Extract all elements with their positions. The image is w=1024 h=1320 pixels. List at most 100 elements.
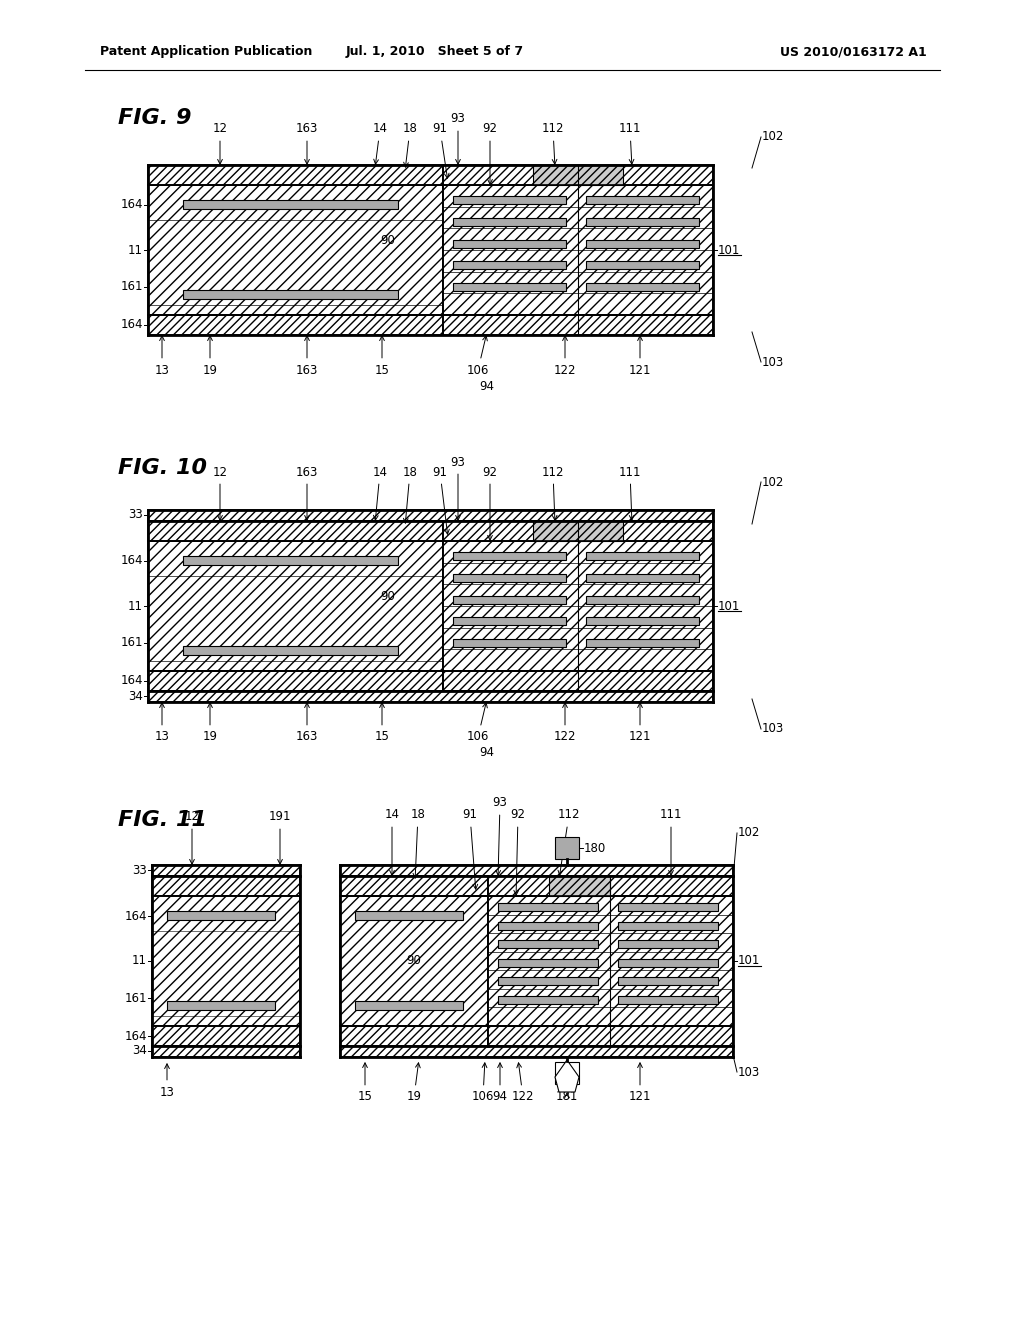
Text: 164: 164	[121, 675, 143, 688]
Text: 121: 121	[629, 335, 651, 376]
Text: 122: 122	[512, 1063, 535, 1104]
Text: 12: 12	[213, 466, 227, 520]
Text: 106: 106	[467, 702, 489, 743]
Bar	[340, 1026, 488, 1045]
Text: 93: 93	[493, 796, 508, 875]
Text: 15: 15	[375, 335, 389, 376]
Text: 101: 101	[738, 954, 761, 968]
Text: 14: 14	[373, 466, 387, 520]
Bar	[618, 940, 718, 948]
Bar	[555, 837, 579, 859]
Bar	[148, 185, 443, 315]
Bar	[586, 639, 699, 647]
Bar	[453, 261, 566, 269]
Bar	[498, 997, 598, 1005]
Text: 11: 11	[128, 243, 143, 256]
Text: 180: 180	[584, 842, 606, 854]
Text: 90: 90	[407, 954, 422, 968]
Bar	[618, 977, 718, 986]
Text: 13: 13	[155, 335, 169, 376]
Text: 15: 15	[357, 1063, 373, 1104]
Bar	[183, 290, 398, 300]
Bar	[488, 876, 733, 896]
Bar	[618, 921, 718, 929]
Bar	[340, 896, 488, 1026]
Bar	[148, 165, 443, 185]
Bar	[167, 1001, 275, 1010]
Bar	[152, 1026, 300, 1045]
Bar	[534, 165, 623, 185]
Bar	[148, 671, 443, 690]
Text: 164: 164	[125, 909, 147, 923]
Bar	[443, 315, 713, 335]
Text: 111: 111	[659, 808, 682, 875]
Text: Jul. 1, 2010   Sheet 5 of 7: Jul. 1, 2010 Sheet 5 of 7	[346, 45, 524, 58]
Bar	[152, 896, 300, 1026]
Text: 92: 92	[482, 466, 498, 540]
Text: 34: 34	[132, 1044, 147, 1057]
Bar	[183, 645, 398, 655]
Text: 90: 90	[381, 234, 395, 247]
Text: 12: 12	[213, 123, 227, 164]
Bar	[453, 197, 566, 205]
Text: 91: 91	[432, 123, 450, 178]
Bar	[453, 618, 566, 626]
Text: FIG. 9: FIG. 9	[118, 108, 191, 128]
Bar	[555, 1063, 579, 1084]
Bar	[618, 958, 718, 966]
Bar	[152, 876, 300, 896]
Bar	[498, 958, 598, 966]
Bar	[488, 1026, 733, 1045]
Text: 94: 94	[493, 1063, 508, 1104]
Text: 111: 111	[618, 123, 641, 164]
Text: 163: 163	[296, 466, 318, 520]
Bar	[586, 595, 699, 603]
Text: 11: 11	[132, 954, 147, 968]
Text: 93: 93	[451, 455, 466, 520]
Bar	[183, 201, 398, 209]
Text: Patent Application Publication: Patent Application Publication	[100, 45, 312, 58]
Text: 103: 103	[762, 722, 784, 735]
Bar	[498, 921, 598, 929]
Text: 33: 33	[128, 508, 143, 521]
Text: 112: 112	[542, 466, 564, 520]
Bar	[148, 541, 443, 671]
Bar	[340, 865, 733, 876]
Text: 18: 18	[402, 466, 418, 523]
Bar	[498, 977, 598, 986]
Text: 164: 164	[121, 318, 143, 331]
Text: 106: 106	[467, 335, 489, 376]
Text: 163: 163	[296, 335, 318, 376]
Text: 181: 181	[556, 1090, 579, 1104]
Text: 103: 103	[762, 355, 784, 368]
Text: 19: 19	[203, 335, 217, 376]
Bar	[586, 261, 699, 269]
Text: 11: 11	[128, 599, 143, 612]
Bar	[340, 876, 488, 896]
Bar	[453, 639, 566, 647]
Bar	[183, 556, 398, 565]
Bar	[586, 282, 699, 290]
Bar	[148, 510, 713, 521]
Text: 112: 112	[542, 123, 564, 164]
Text: 19: 19	[203, 702, 217, 743]
Bar	[453, 218, 566, 226]
Bar	[453, 239, 566, 248]
Bar	[340, 1045, 733, 1057]
Text: 92: 92	[511, 808, 525, 895]
Bar	[453, 552, 566, 560]
Bar	[586, 197, 699, 205]
Polygon shape	[555, 1060, 579, 1092]
Bar	[355, 911, 463, 920]
Text: 93: 93	[451, 112, 466, 164]
Bar	[534, 521, 623, 541]
Bar	[453, 282, 566, 290]
Text: 94: 94	[479, 380, 495, 392]
Bar	[167, 911, 275, 920]
Text: 102: 102	[738, 826, 761, 840]
Text: 161: 161	[125, 991, 147, 1005]
Bar	[498, 903, 598, 911]
Bar	[586, 218, 699, 226]
Bar	[443, 541, 713, 671]
Bar	[355, 1001, 463, 1010]
